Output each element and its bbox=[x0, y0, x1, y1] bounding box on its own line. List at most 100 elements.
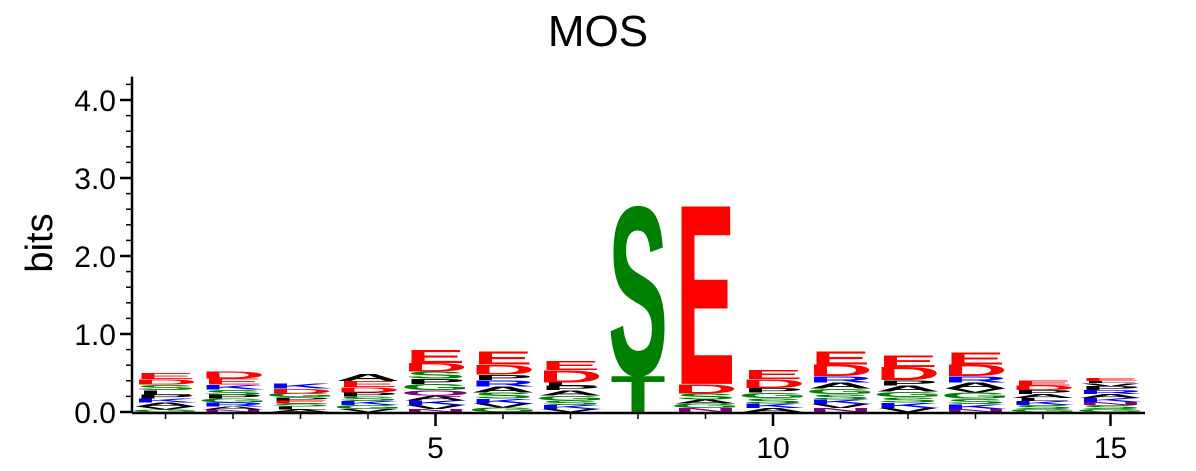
y-tick-label: 0.0 bbox=[74, 397, 116, 430]
logo-letter-A: A bbox=[673, 398, 738, 404]
logo-letter-K: K bbox=[808, 398, 873, 405]
logo-letter-R: R bbox=[200, 402, 265, 408]
logo-letter-G: G bbox=[130, 409, 200, 413]
logo-letter-V: V bbox=[405, 404, 466, 410]
y-tick-label: 2.0 bbox=[74, 241, 116, 274]
logo-letter-S: S bbox=[540, 399, 600, 406]
logo-letter-E: E bbox=[405, 346, 465, 367]
logo-letter-K: K bbox=[875, 401, 940, 410]
logo-letter-D: D bbox=[808, 361, 873, 379]
logo-letter-R: R bbox=[808, 374, 873, 384]
logo-letter-G: G bbox=[536, 394, 606, 401]
logo-letter-A: A bbox=[943, 381, 1008, 391]
logo-letter-A: A bbox=[336, 372, 401, 383]
logo-letter-A: A bbox=[876, 384, 941, 394]
logo-letter-A: A bbox=[1078, 393, 1143, 399]
logo-letter-D: D bbox=[1011, 384, 1076, 391]
logo-letter-S: S bbox=[878, 396, 938, 405]
logo-letter-A: A bbox=[268, 409, 333, 413]
logo-letter-R: R bbox=[943, 374, 1008, 384]
logo-letter-G: G bbox=[1008, 408, 1078, 413]
logo-letter-D: D bbox=[741, 377, 806, 390]
logo-letter-N: N bbox=[943, 408, 1008, 413]
logo-stacks: GVAKPLSDENARGPSKEDALSEPGDKVGKSPDEANVKAQG… bbox=[130, 150, 1145, 438]
logo-letter-G: G bbox=[806, 387, 876, 396]
logo-letter-E: E bbox=[270, 399, 330, 404]
logo-letter-L: L bbox=[273, 406, 328, 411]
logo-letter-V: V bbox=[135, 406, 196, 411]
logo-letter-S: S bbox=[1013, 404, 1073, 410]
logo-letter-A: A bbox=[471, 385, 536, 395]
logo-letter-D: D bbox=[403, 361, 468, 374]
logo-letter-K: K bbox=[201, 383, 266, 390]
logo-letter-R: R bbox=[1078, 389, 1143, 395]
logo-letter-D: D bbox=[335, 386, 400, 395]
logo-letter-A: A bbox=[403, 394, 468, 401]
logo-letter-D: D bbox=[876, 363, 941, 384]
logo-letter-E: E bbox=[540, 358, 600, 373]
logo-letter-Q: Q bbox=[401, 389, 471, 398]
logo-letter-S: S bbox=[945, 397, 1005, 406]
logo-letter-P: P bbox=[1080, 385, 1140, 391]
logo-letter-P: P bbox=[473, 373, 533, 382]
y-tick-label: 4.0 bbox=[74, 85, 116, 118]
logo-letter-V: V bbox=[540, 408, 601, 413]
logo-letter-V: V bbox=[338, 408, 399, 413]
logo-letter-E: E bbox=[810, 348, 870, 369]
logo-letter-P: P bbox=[203, 394, 263, 400]
logo-letter-A: A bbox=[1010, 393, 1075, 399]
chart-title: MOS bbox=[548, 7, 648, 56]
logo-letter-N: N bbox=[201, 409, 266, 413]
logo-letter-R: R bbox=[471, 378, 536, 388]
logo-letter-G: G bbox=[1075, 408, 1145, 413]
logo-letter-A: A bbox=[808, 381, 873, 391]
y-tick-label: 1.0 bbox=[74, 319, 116, 352]
logo-stack-position-8: TS bbox=[608, 156, 668, 426]
logo-letter-P: P bbox=[878, 379, 938, 388]
logo-letter-K: K bbox=[403, 399, 468, 406]
y-tick-label: 3.0 bbox=[74, 163, 116, 196]
logo-letter-L: L bbox=[1016, 397, 1071, 402]
logo-letter-G: G bbox=[333, 404, 403, 410]
logo-letter-P: P bbox=[1013, 389, 1073, 395]
y-axis-label: bits bbox=[19, 213, 61, 272]
logo-letter-N: N bbox=[673, 407, 738, 413]
logo-letter-E: E bbox=[675, 150, 735, 438]
logo-letter-S: S bbox=[203, 388, 263, 397]
logo-letter-S: S bbox=[608, 156, 668, 426]
axes: 0.0 1.0 2.0 3.0 4.0 5 10 15 bbox=[74, 76, 1145, 465]
logo-letter-N: N bbox=[403, 408, 468, 413]
logo-letter-S: S bbox=[1080, 404, 1140, 410]
logo-letter-D: D bbox=[673, 382, 738, 397]
logo-letter-P: P bbox=[540, 384, 600, 391]
logo-letter-P: P bbox=[270, 396, 330, 401]
logo-letter-E: E bbox=[743, 368, 803, 383]
logo-letter-A: A bbox=[538, 389, 603, 398]
logo-letter-S: S bbox=[270, 403, 330, 408]
logo-letter-G: G bbox=[738, 391, 808, 400]
logo-letter-N: N bbox=[808, 407, 873, 413]
logo-letter-G: G bbox=[873, 390, 943, 399]
logo-letter-V: V bbox=[945, 388, 1006, 394]
logo-letter-L: L bbox=[138, 389, 193, 396]
logo-letter-G: G bbox=[265, 392, 335, 398]
logo-letter-V: V bbox=[878, 407, 939, 413]
logo-letter-N: N bbox=[1078, 401, 1143, 406]
logo-letter-E: E bbox=[878, 352, 938, 370]
logo-letter-G: G bbox=[671, 402, 741, 409]
logo-letter-P: P bbox=[135, 394, 195, 400]
logo-letter-K: K bbox=[335, 400, 400, 406]
logo-letter-S: S bbox=[473, 391, 533, 401]
x-tick-label: 5 bbox=[427, 432, 444, 465]
logo-letter-E: E bbox=[945, 349, 1005, 369]
x-tick-label: 10 bbox=[756, 432, 789, 465]
